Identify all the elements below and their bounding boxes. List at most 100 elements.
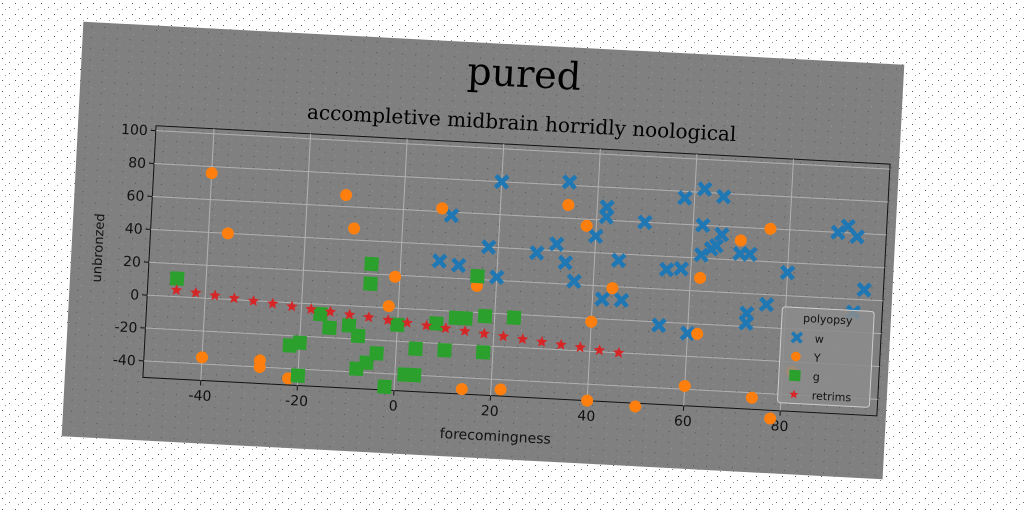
point <box>779 264 796 281</box>
point <box>849 228 866 245</box>
point <box>364 256 379 272</box>
point <box>169 271 185 286</box>
point <box>408 341 423 357</box>
point <box>247 295 260 307</box>
point <box>437 342 452 358</box>
grid-line <box>490 143 505 396</box>
point <box>629 400 642 413</box>
point <box>478 327 490 339</box>
point <box>455 383 468 396</box>
y-tick-label: 100 <box>121 122 149 139</box>
point <box>390 317 405 333</box>
point <box>745 391 758 404</box>
point <box>594 291 610 307</box>
point <box>574 341 587 353</box>
point <box>322 320 337 336</box>
point <box>587 228 604 244</box>
point <box>548 236 565 252</box>
point <box>695 217 711 234</box>
point <box>637 214 653 231</box>
point <box>613 292 630 309</box>
grid-line <box>586 148 601 401</box>
point <box>790 331 804 344</box>
point <box>480 239 497 255</box>
x-tick-label: -40 <box>188 388 212 405</box>
grid-line <box>393 138 408 391</box>
legend-label: retrims <box>811 389 851 404</box>
x-tick-label: 60 <box>674 413 693 430</box>
point <box>470 268 485 284</box>
chart-panel: pured accompletive midbrain horridly noo… <box>61 21 905 480</box>
point <box>758 296 775 313</box>
y-tick-label: 40 <box>124 221 143 238</box>
point <box>613 346 625 358</box>
point <box>610 252 627 269</box>
point <box>420 319 433 331</box>
x-tick-label: 80 <box>770 418 789 435</box>
point <box>791 351 801 362</box>
point <box>555 338 567 350</box>
x-axis-label: forecomingness <box>439 426 551 448</box>
point <box>677 190 693 206</box>
point <box>856 282 872 298</box>
point <box>561 174 578 190</box>
point <box>715 188 732 205</box>
point <box>443 207 460 224</box>
point <box>477 308 493 324</box>
point <box>493 173 510 190</box>
point <box>557 254 574 271</box>
legend-title: polyopsy <box>803 312 853 328</box>
point <box>536 335 548 347</box>
point <box>349 361 364 377</box>
point <box>678 379 691 392</box>
point <box>406 367 422 383</box>
point <box>788 369 801 382</box>
point <box>440 322 452 334</box>
legend-box <box>777 306 875 408</box>
point <box>606 282 619 295</box>
point <box>764 412 777 425</box>
point <box>789 389 799 399</box>
y-tick-label: 0 <box>130 287 140 303</box>
point <box>292 335 307 351</box>
point <box>696 181 713 197</box>
x-tick-label: 40 <box>577 408 596 425</box>
grid-line <box>145 327 880 367</box>
point <box>528 245 545 261</box>
point <box>494 383 507 396</box>
axes-frame <box>142 125 891 417</box>
point <box>170 284 183 296</box>
point <box>458 311 473 326</box>
point <box>340 189 353 202</box>
point <box>516 333 529 345</box>
point <box>290 368 306 383</box>
grid-line <box>148 261 883 302</box>
legend: polyopsy wYg retrims <box>777 306 875 408</box>
point <box>585 315 598 328</box>
point <box>382 300 395 313</box>
point <box>363 311 375 323</box>
x-tick-label: 20 <box>480 403 499 420</box>
grid-line <box>683 154 698 406</box>
point <box>497 330 510 342</box>
y-tick-label: -20 <box>114 319 138 336</box>
point <box>673 260 690 277</box>
point <box>598 209 615 225</box>
point <box>428 316 444 331</box>
point <box>209 289 221 301</box>
point <box>343 308 356 320</box>
point <box>431 253 448 269</box>
y-tick-label: 20 <box>123 254 142 271</box>
legend-label: w <box>814 332 824 345</box>
y-axis-label: unbronzed <box>90 213 109 283</box>
point <box>713 226 730 243</box>
point <box>377 379 392 395</box>
point <box>313 306 328 322</box>
point <box>348 222 361 235</box>
y-tick-label: 60 <box>126 188 145 205</box>
legend-label: Y <box>812 351 821 364</box>
point <box>436 202 449 215</box>
legend-label: g <box>812 370 820 383</box>
point <box>506 310 522 326</box>
